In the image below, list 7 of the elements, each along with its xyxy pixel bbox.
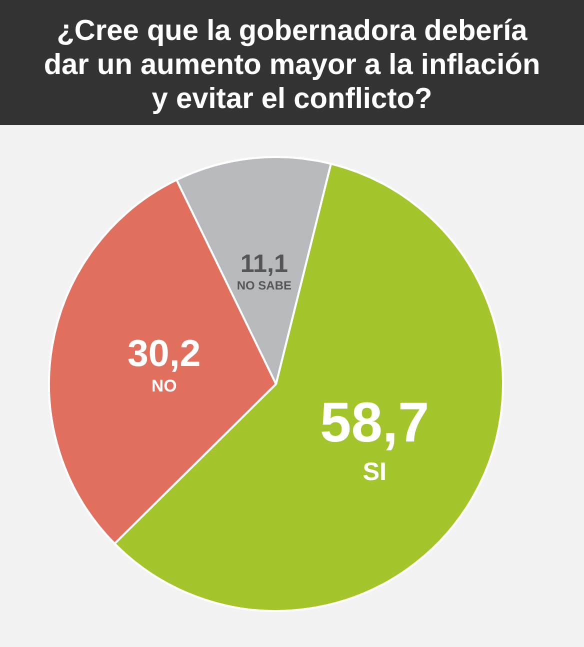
data-label: 58,7 [320, 390, 430, 454]
slice-label: NO [151, 376, 177, 396]
data-label: 11,1 [240, 250, 288, 278]
data-label: 30,2 [128, 332, 201, 374]
slice-label: SI [362, 458, 387, 486]
slice-label: NO SABE [236, 278, 292, 292]
chart-title: ¿Cree que la gobernadora debería dar un aumento mayor a la inflación y evitar el conflicto? [0, 0, 584, 125]
